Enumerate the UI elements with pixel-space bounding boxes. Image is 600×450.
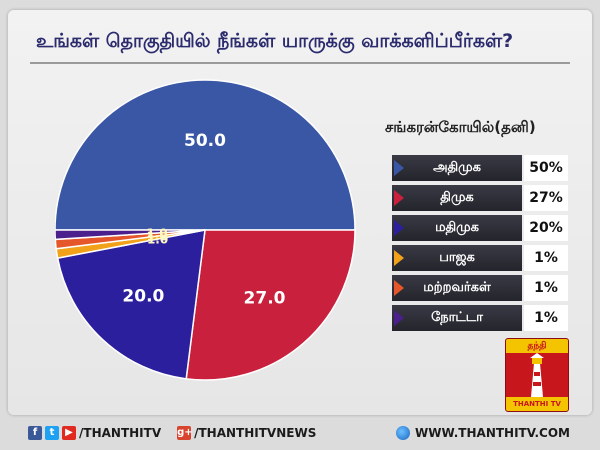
social-handle[interactable]: /THANTHITV — [79, 426, 162, 440]
legend-item: நோட்டா 1% — [392, 305, 572, 331]
legend-party-name: திமுக — [392, 185, 522, 211]
legend-color-marker — [394, 190, 404, 206]
pie-value-label: 1.0 — [147, 230, 168, 244]
logo-bottom-text: THANTHI TV — [506, 397, 568, 411]
pie-slice — [185, 229, 356, 381]
legend-color-marker — [394, 250, 404, 266]
constituency-label: சங்கரன்கோயில்(தனி) — [385, 118, 536, 136]
thanthi-tv-logo: தந்தி THANTHI TV — [505, 338, 569, 412]
legend-color-marker — [394, 280, 404, 296]
pie-value-label: 20.0 — [122, 287, 164, 307]
globe-icon — [396, 426, 411, 440]
legend-item: அதிமுக 50% — [392, 155, 572, 181]
pie-value-label: 50.0 — [184, 131, 226, 151]
pie-slice — [55, 79, 356, 231]
youtube-icon[interactable]: ▶ — [62, 426, 76, 440]
twitter-icon[interactable]: t — [45, 426, 59, 440]
legend-party-name: நோட்டா — [392, 305, 522, 331]
gplus-handle[interactable]: /THANTHITVNEWS — [194, 426, 317, 440]
website-link[interactable]: WWW.THANTHITV.COM — [415, 426, 570, 440]
legend-item: திமுக 27% — [392, 185, 572, 211]
title-divider — [30, 62, 570, 64]
legend-percentage: 27% — [524, 185, 568, 211]
lighthouse-icon — [530, 353, 544, 397]
pie-chart: 50.027.020.01.01.01.0 — [55, 79, 356, 381]
google-plus-icon[interactable]: g+ — [177, 426, 193, 440]
legend-percentage: 20% — [524, 215, 568, 241]
legend-percentage: 1% — [524, 245, 568, 271]
logo-top-text: தந்தி — [506, 339, 568, 353]
pie-slice — [56, 229, 206, 380]
legend-percentage: 1% — [524, 275, 568, 301]
legend-color-marker — [394, 310, 404, 326]
legend-color-marker — [394, 220, 404, 236]
facebook-icon[interactable]: f — [28, 426, 42, 440]
pie-value-label: 1.0 — [147, 233, 168, 247]
legend-item: மதிமுக 20% — [392, 215, 572, 241]
legend-party-name: மதிமுக — [392, 215, 522, 241]
legend-percentage: 1% — [524, 305, 568, 331]
legend: அதிமுக 50% திமுக 27% மதிமுக 20% பாஜக 1% மற்றவர்க… — [392, 155, 572, 335]
legend-party-name: பாஜக — [392, 245, 522, 271]
page-title: உங்கள் தொகுதியில் நீங்கள் யாருக்கு வாக்க… — [36, 30, 514, 52]
legend-party-name: மற்றவர்கள் — [392, 275, 522, 301]
legend-item: பாஜக 1% — [392, 245, 572, 271]
pie-value-label: 1.0 — [146, 227, 167, 241]
legend-party-name: அதிமுக — [392, 155, 522, 181]
legend-percentage: 50% — [524, 155, 568, 181]
footer-bar: f t ▶ /THANTHITV g+ /THANTHITVNEWS WWW.T… — [0, 422, 600, 444]
legend-color-marker — [394, 160, 404, 176]
pie-slice — [55, 229, 206, 241]
legend-item: மற்றவர்கள் 1% — [392, 275, 572, 301]
pie-value-label: 27.0 — [244, 289, 286, 309]
